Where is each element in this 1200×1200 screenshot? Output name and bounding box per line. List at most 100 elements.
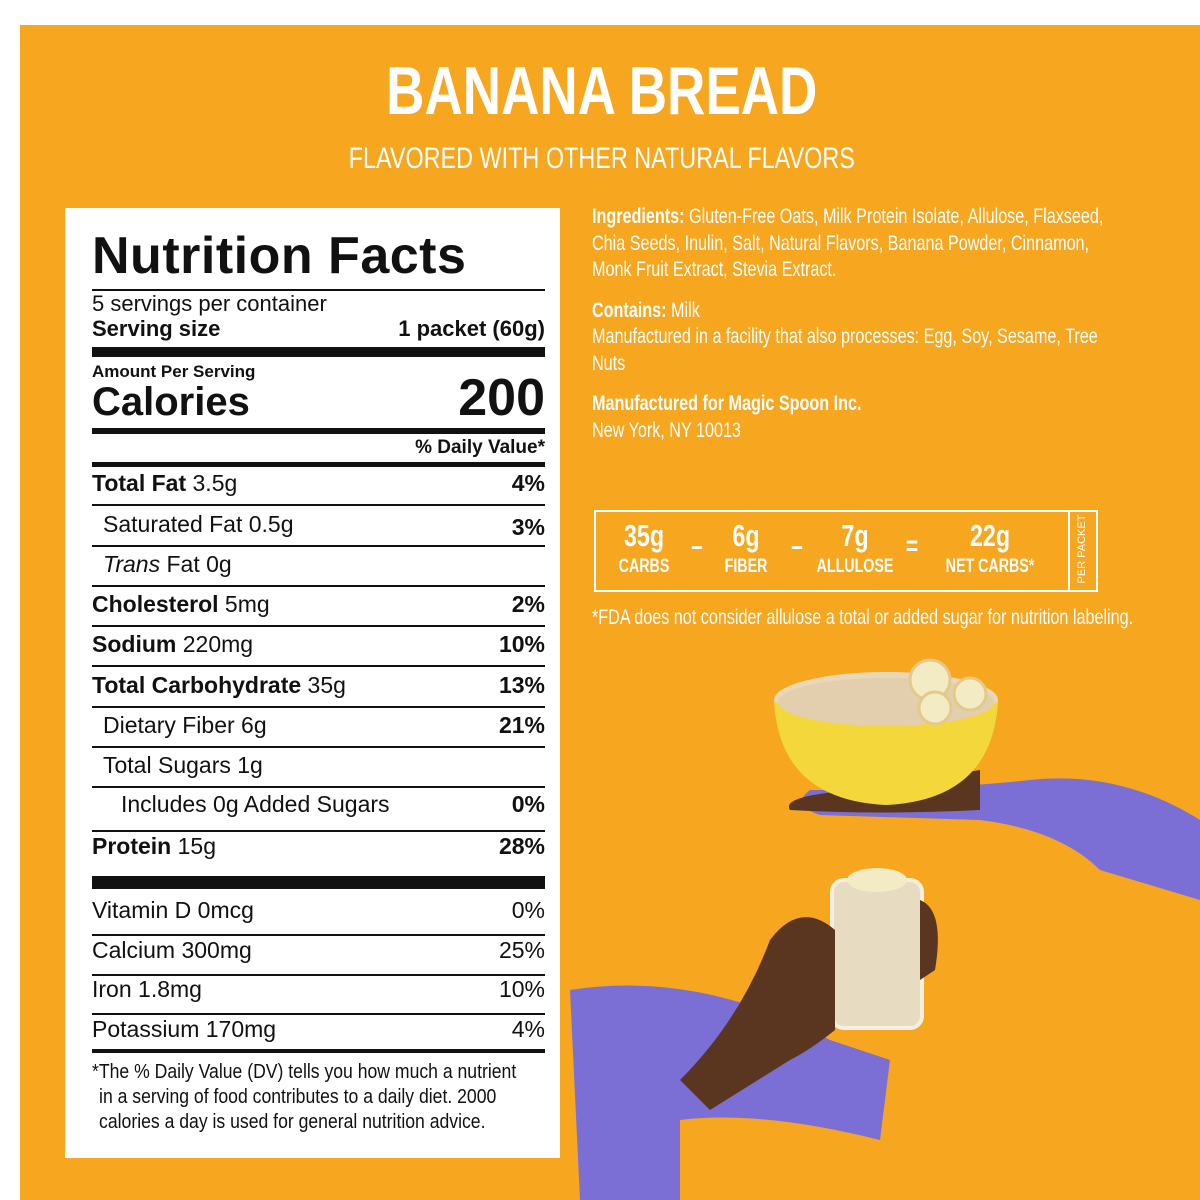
nutrient-name: Cholesterol xyxy=(92,591,219,617)
nutrient-name: Includes 0g Added Sugars xyxy=(121,791,390,817)
rule xyxy=(92,706,545,708)
nutrient-amount: 6g xyxy=(241,712,267,738)
nutrient-row: Cholesterol 5mg xyxy=(92,591,270,618)
vitamin-amount: 1.8mg xyxy=(138,976,202,1002)
daily-value: 28% xyxy=(498,833,545,859)
nutrient-name: Saturated Fat xyxy=(103,511,243,537)
nf-footnote: *The % Daily Value (DV) tells you how mu… xyxy=(92,1061,517,1133)
label: Contains: xyxy=(592,298,667,322)
rule xyxy=(92,876,545,889)
nutrient-amount: 5mg xyxy=(224,591,270,617)
rule xyxy=(92,545,545,547)
amount-per-serving: Amount Per Serving xyxy=(92,362,256,381)
nutrient-name: Total Fat xyxy=(92,470,187,496)
text: Milk xyxy=(671,298,700,322)
operator: = xyxy=(905,530,919,561)
label: NET CARBS* xyxy=(945,556,1035,577)
rule xyxy=(92,504,545,506)
servings: 5 servings per container xyxy=(92,291,327,316)
nutrient-amount: 35g xyxy=(307,672,346,698)
ingredients: Ingredients: Gluten-Free Oats, Milk Prot… xyxy=(592,204,1116,284)
rule xyxy=(92,1013,545,1015)
vitamin-amount: 300mg xyxy=(181,937,252,963)
rule xyxy=(92,974,545,976)
footnote: *FDA does not consider allulose a total … xyxy=(592,606,1134,629)
nutrient-name: Total Sugars xyxy=(103,752,231,778)
nutrient-row: Sodium 220mg xyxy=(92,631,253,658)
operator: – xyxy=(791,530,803,561)
amount: 7g xyxy=(841,518,869,553)
rule xyxy=(92,625,545,627)
rule xyxy=(92,462,545,467)
text: Gluten-Free Oats, Milk Protein Isolate, … xyxy=(592,205,1104,281)
nutrient-row: Total Carbohydrate 35g xyxy=(92,672,346,699)
daily-value: 0% xyxy=(511,897,545,923)
amount: 35g xyxy=(623,518,665,553)
amount: 6g xyxy=(732,518,760,553)
nutrient-amount: 1g xyxy=(237,752,263,778)
vitamin-row: Iron 1.8mg xyxy=(92,976,202,1003)
daily-value: 4% xyxy=(511,470,545,496)
label: CARBS xyxy=(618,556,670,577)
nutrient-name: Protein xyxy=(92,833,172,859)
daily-value: 4% xyxy=(511,1016,545,1042)
rule xyxy=(92,746,545,748)
vitamin-name: Potassium xyxy=(92,1016,200,1042)
rule xyxy=(92,665,545,667)
daily-value: 21% xyxy=(498,712,545,738)
nutrient-row: Includes 0g Added Sugars xyxy=(121,791,390,818)
vitamin-name: Iron xyxy=(92,976,132,1002)
rule xyxy=(92,786,545,788)
calories-label: Calories xyxy=(92,380,250,424)
nutrient-row: Total Sugars 1g xyxy=(103,752,263,779)
manufacturer: Manufactured for Magic Spoon Inc. New Yor… xyxy=(592,391,1116,444)
nutrient-amount: 220mg xyxy=(182,631,254,657)
nutrient-amount: 0.5g xyxy=(248,511,294,537)
nutrient-row: Trans Fat 0g xyxy=(103,551,232,578)
text: New York, NY 10013 xyxy=(592,418,741,442)
vitamin-amount: 0mcg xyxy=(197,897,254,923)
net-carbs-box xyxy=(594,510,1070,592)
nutrient-row: Dietary Fiber 6g xyxy=(103,712,267,739)
nutrient-name: Total Carbohydrate xyxy=(92,672,302,698)
nutrition-panel xyxy=(65,208,560,1158)
nutrient-amount: 3.5g xyxy=(192,470,238,496)
rule xyxy=(92,289,545,291)
nutrient-row: Saturated Fat 0.5g xyxy=(103,511,294,538)
text: Manufactured in a facility that also pro… xyxy=(592,325,1098,375)
label: ALLULOSE xyxy=(816,556,894,577)
nutrient-name: Sodium xyxy=(92,631,177,657)
title: BANANA BREAD xyxy=(386,53,818,129)
rule xyxy=(92,428,545,434)
side-label: PER PACKET xyxy=(1076,514,1088,584)
nutrient-name: Dietary Fiber xyxy=(103,712,235,738)
rule xyxy=(92,585,545,587)
daily-value: 2% xyxy=(511,591,545,617)
vitamin-name: Vitamin D xyxy=(92,897,192,923)
label: Ingredients: xyxy=(592,205,685,228)
nutrient-row: Protein 15g xyxy=(92,833,216,860)
calories: 200 xyxy=(458,369,545,427)
product-photo xyxy=(570,658,1200,1200)
rule xyxy=(92,934,545,936)
vitamin-row: Potassium 170mg xyxy=(92,1016,276,1043)
side-box xyxy=(1068,510,1098,592)
rule xyxy=(92,1049,545,1053)
nutrient-amount: 15g xyxy=(177,833,216,859)
dv-header: % Daily Value* xyxy=(415,437,545,458)
serving-size-label: Serving size xyxy=(92,316,221,341)
info: Ingredients: Gluten-Free Oats, Milk Prot… xyxy=(592,204,1116,458)
daily-value: 10% xyxy=(498,631,545,657)
vitamin-row: Calcium 300mg xyxy=(92,937,252,964)
daily-value: 25% xyxy=(498,937,545,963)
nf-title: Nutrition Facts xyxy=(92,227,467,285)
label: FIBER xyxy=(724,556,768,577)
daily-value: 13% xyxy=(498,672,545,698)
operator: – xyxy=(691,530,703,561)
vitamin-amount: 170mg xyxy=(205,1016,277,1042)
daily-value: 10% xyxy=(498,976,545,1002)
vitamin-row: Vitamin D 0mcg xyxy=(92,897,254,924)
vitamin-name: Calcium xyxy=(92,937,176,963)
daily-value: 0% xyxy=(511,791,545,817)
